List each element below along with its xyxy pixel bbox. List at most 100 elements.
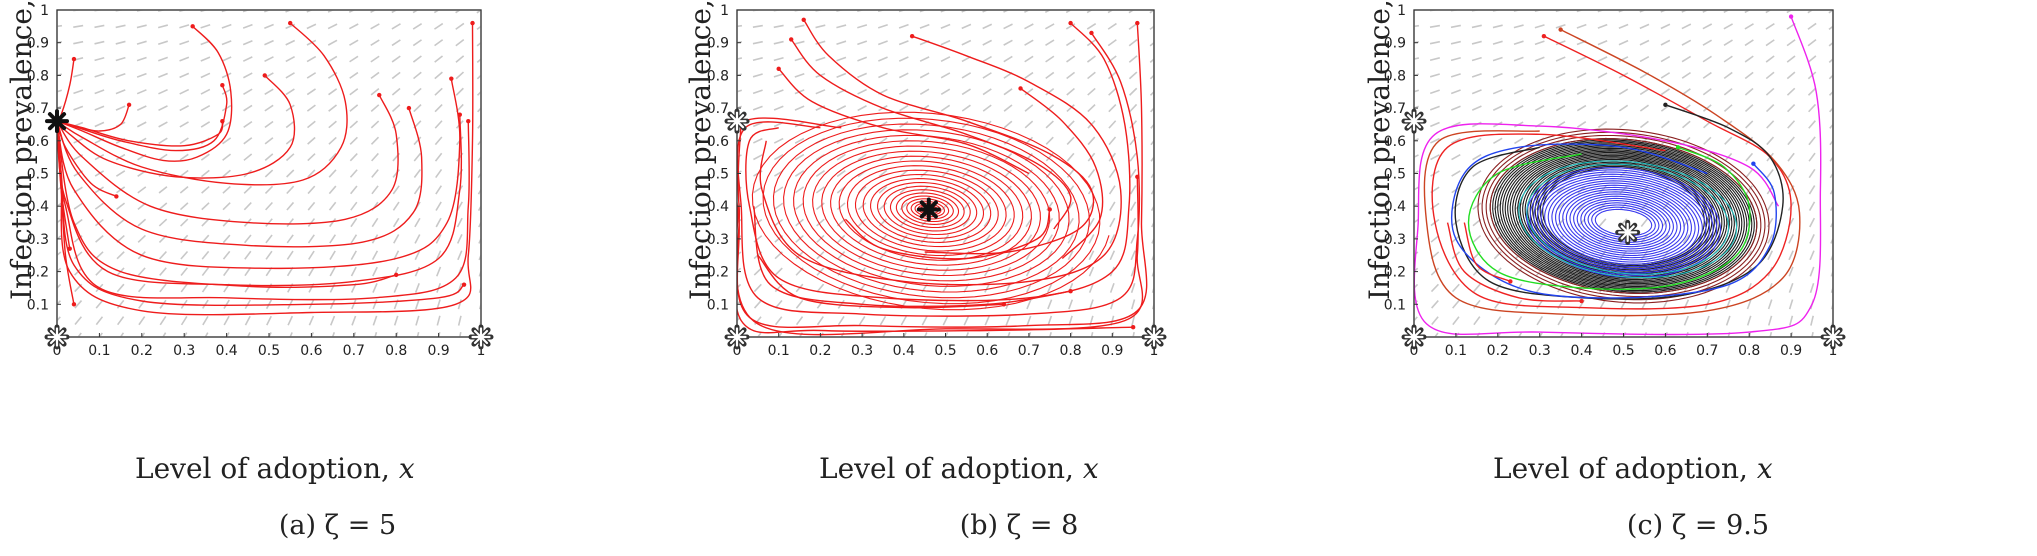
field-arrow <box>1065 10 1073 14</box>
trajectory-1 <box>1431 35 1792 310</box>
start-point <box>190 24 195 29</box>
field-arrow <box>1472 283 1481 293</box>
field-arrow <box>1107 71 1117 80</box>
field-arrow <box>1150 172 1154 179</box>
field-arrow <box>179 153 189 161</box>
field-arrow <box>1618 120 1629 129</box>
field-arrow <box>1045 104 1055 112</box>
y-tick-label: 0.4 <box>1384 199 1406 215</box>
start-point <box>1089 30 1094 36</box>
unstable-equilibrium-marker <box>1141 324 1167 350</box>
field-arrow <box>753 267 763 276</box>
field-arrow <box>138 316 146 326</box>
field-arrow <box>374 331 378 337</box>
field-arrow <box>244 234 252 244</box>
field-arrow <box>264 185 274 194</box>
y-tick-label: 0.3 <box>707 232 729 248</box>
field-arrow <box>455 55 465 63</box>
field-arrow <box>158 72 168 79</box>
field-arrow <box>774 316 783 326</box>
field-arrow <box>982 10 990 13</box>
trajectory-8 <box>57 107 423 248</box>
unstable-equilibrium-marker <box>1615 219 1641 245</box>
field-arrow <box>1472 153 1482 161</box>
field-arrow <box>737 267 742 273</box>
field-arrow <box>393 283 399 293</box>
field-arrow <box>774 202 784 210</box>
field-arrow <box>1723 39 1733 47</box>
chart-a: 0 0.1 0.2 0.3 0.4 0.5 0.6 0.7 0.8 0.9 1 0.1 0.2 0.3 0.… <box>27 3 494 359</box>
field-arrow <box>116 202 126 210</box>
field-arrow <box>961 10 969 13</box>
field-arrow <box>1534 56 1545 62</box>
field-arrow <box>435 185 443 195</box>
field-arrow <box>1151 236 1154 244</box>
field-arrow <box>1414 41 1420 44</box>
field-arrow <box>158 56 168 62</box>
field-arrow <box>1109 234 1116 244</box>
field-arrow <box>919 104 930 112</box>
field-arrow <box>1555 24 1566 29</box>
field-arrow <box>1150 106 1154 113</box>
field-arrow <box>1660 55 1671 63</box>
field-arrow <box>1108 87 1117 96</box>
field-arrow <box>1513 40 1524 45</box>
field-arrow <box>391 23 401 30</box>
field-arrow <box>1744 104 1754 113</box>
field-arrow <box>1414 138 1419 142</box>
field-arrow <box>456 234 463 244</box>
field-arrow <box>982 55 992 63</box>
start-point <box>114 194 119 199</box>
field-arrow <box>1534 88 1545 95</box>
field-arrow <box>1108 136 1117 146</box>
field-arrow <box>961 104 971 112</box>
field-arrow <box>837 299 845 309</box>
field-arrow <box>73 73 84 78</box>
field-arrow <box>1808 136 1816 146</box>
y-tick-label: 0.3 <box>27 232 49 248</box>
field-arrow <box>1681 23 1692 30</box>
field-arrow <box>1702 88 1712 96</box>
field-arrow <box>285 104 295 112</box>
field-arrow <box>285 10 293 13</box>
chart-b: 0 0.1 0.2 0.3 0.4 0.5 0.6 0.7 0.8 0.9 1 0.1 0.2 0.3 0.… <box>707 3 1167 359</box>
field-arrow <box>1639 23 1650 30</box>
field-arrow <box>753 154 763 161</box>
field-arrow <box>350 217 358 228</box>
field-arrow <box>1723 23 1733 30</box>
field-arrow <box>1150 123 1154 129</box>
field-arrow <box>982 120 992 129</box>
field-arrow <box>1430 137 1440 144</box>
field-arrow <box>1414 267 1419 273</box>
field-arrow <box>1576 104 1587 112</box>
field-arrow <box>1496 332 1502 337</box>
field-arrow <box>1580 332 1585 337</box>
field-arrow <box>1576 23 1587 29</box>
field-arrow <box>1576 72 1587 79</box>
field-arrow <box>919 10 928 13</box>
field-arrow <box>264 10 272 13</box>
start-point <box>377 92 382 98</box>
trajectory-12 <box>737 206 1134 334</box>
trajectory-1 <box>790 38 1072 230</box>
field-arrow <box>919 72 930 79</box>
field-arrow <box>285 72 295 79</box>
field-arrow <box>1492 40 1503 45</box>
field-arrow <box>1788 299 1794 310</box>
field-arrow <box>180 218 189 227</box>
field-arrow <box>286 201 295 211</box>
y-tick-label: 0.8 <box>1384 68 1406 84</box>
field-arrow <box>737 300 741 306</box>
field-arrow <box>286 250 294 260</box>
field-arrow <box>1472 170 1482 177</box>
field-arrow <box>57 316 61 322</box>
field-arrow <box>879 234 887 244</box>
field-arrow <box>961 88 971 96</box>
field-arrow <box>737 283 742 290</box>
trajectory-4 <box>1451 143 1777 299</box>
field-arrow <box>815 89 826 95</box>
field-arrow <box>412 39 422 47</box>
field-arrow <box>1724 136 1733 145</box>
field-arrow <box>1639 39 1650 46</box>
field-arrow <box>1003 39 1013 46</box>
